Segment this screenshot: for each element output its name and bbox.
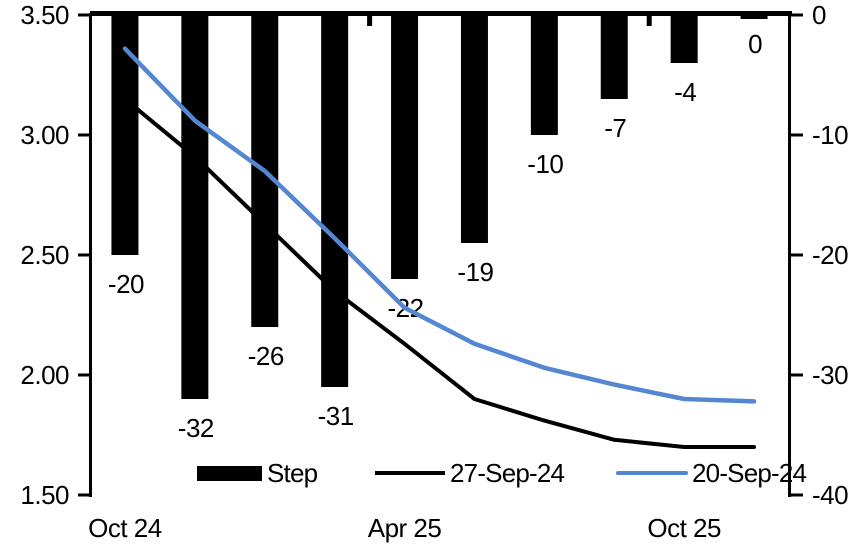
- right-axis-tick: [791, 13, 803, 17]
- bar-step: [460, 13, 488, 243]
- left-axis-tick: [78, 373, 90, 377]
- top-axis-minor-tick: [646, 16, 652, 26]
- bar-step: [111, 13, 139, 255]
- legend-step-label: Step: [267, 457, 318, 488]
- legend-step-swatch-icon: [197, 465, 262, 481]
- left-axis-tick-label: 2.00: [20, 360, 69, 390]
- legend-20-sep-24-line-icon: [616, 470, 688, 476]
- left-axis-tick: [78, 493, 90, 497]
- bar-step: [670, 13, 698, 63]
- left-axis-tick-label: 3.00: [20, 120, 69, 150]
- left-axis-tick-label: 1.50: [20, 480, 69, 510]
- bar-data-label: -32: [178, 413, 214, 443]
- right-axis-tick-label: -40: [812, 480, 848, 510]
- line-20-sep-24: [122, 46, 757, 404]
- right-axis-tick-label: 0: [812, 0, 826, 30]
- bar-data-label: -7: [604, 113, 626, 143]
- bar-data-label: -10: [527, 149, 563, 179]
- left-axis-tick: [78, 133, 90, 137]
- right-axis-tick: [791, 493, 803, 497]
- left-axis-tick-label: 3.50: [20, 0, 69, 30]
- bar-step: [181, 13, 209, 399]
- left-axis-tick-label: 2.50: [20, 240, 69, 270]
- bar-data-label: 0: [748, 29, 762, 59]
- x-axis-tick-label: Oct 25: [647, 513, 721, 543]
- legend-item-step: Step: [197, 457, 318, 488]
- line-27-sep-24: [122, 97, 757, 449]
- legend-item-20-sep-24: 20-Sep-24: [616, 457, 807, 488]
- right-axis-tick-label: -20: [812, 240, 848, 270]
- x-axis-tick-label: Apr 25: [368, 513, 442, 543]
- bar-step: [530, 13, 558, 135]
- bar-data-label: -20: [108, 269, 144, 299]
- right-axis-tick: [791, 133, 803, 137]
- left-axis-line: [89, 13, 92, 497]
- bar-data-label: -19: [457, 257, 493, 287]
- top-axis-minor-tick: [367, 16, 373, 26]
- legend-item-27-sep-24: 27-Sep-24: [375, 457, 565, 488]
- bar-data-label: -4: [674, 77, 696, 107]
- right-axis-tick: [791, 373, 803, 377]
- legend-27-sep-24-line-icon: [375, 471, 445, 475]
- bar-step: [600, 13, 628, 99]
- left-axis-tick: [78, 253, 90, 257]
- legend-27-sep-24-label: 27-Sep-24: [450, 457, 565, 488]
- right-axis-tick: [791, 253, 803, 257]
- bar-step: [391, 13, 419, 279]
- x-axis-tick-label: Oct 24: [88, 513, 162, 543]
- right-axis-tick-label: -30: [812, 360, 848, 390]
- right-axis-tick-label: -10: [812, 120, 848, 150]
- left-axis-tick: [78, 13, 90, 17]
- bar-step: [321, 13, 349, 387]
- right-axis-line: [788, 13, 791, 497]
- bar-data-label: -26: [248, 341, 284, 371]
- legend-20-sep-24-label: 20-Sep-24: [692, 457, 807, 488]
- top-axis-line: [90, 11, 792, 16]
- bar-data-label: -31: [318, 401, 354, 431]
